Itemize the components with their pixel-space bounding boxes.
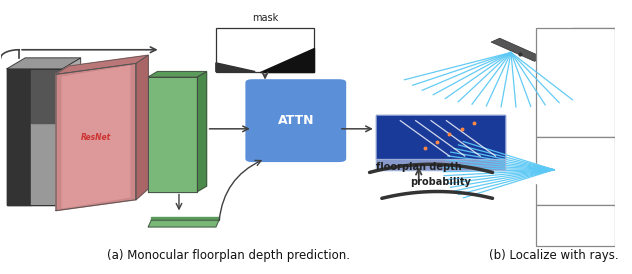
Polygon shape: [7, 58, 81, 69]
FancyBboxPatch shape: [245, 79, 346, 162]
Polygon shape: [375, 159, 505, 170]
Polygon shape: [7, 69, 62, 205]
Polygon shape: [7, 69, 62, 205]
Polygon shape: [62, 66, 130, 208]
Polygon shape: [7, 69, 32, 205]
FancyBboxPatch shape: [573, 28, 616, 104]
Polygon shape: [62, 58, 81, 205]
Polygon shape: [375, 115, 505, 159]
Polygon shape: [56, 55, 149, 74]
Polygon shape: [136, 55, 149, 200]
Text: mask: mask: [252, 13, 278, 22]
Polygon shape: [56, 63, 136, 211]
Text: (a) Monocular floorplan depth prediction.: (a) Monocular floorplan depth prediction…: [107, 249, 349, 262]
Text: ATTN: ATTN: [277, 114, 314, 127]
FancyBboxPatch shape: [535, 137, 616, 205]
Text: floorplan depth: floorplan depth: [376, 162, 461, 172]
Polygon shape: [149, 77, 197, 192]
Polygon shape: [534, 164, 537, 183]
Bar: [491, 38, 543, 61]
Polygon shape: [260, 48, 314, 72]
Polygon shape: [151, 218, 219, 220]
Text: probability: probability: [410, 176, 471, 187]
Polygon shape: [149, 72, 207, 77]
FancyBboxPatch shape: [535, 28, 616, 137]
FancyBboxPatch shape: [535, 205, 616, 246]
Text: (b) Localize with rays.: (b) Localize with rays.: [489, 249, 619, 262]
Bar: [554, 167, 603, 172]
Polygon shape: [216, 63, 255, 72]
FancyBboxPatch shape: [216, 28, 314, 72]
Polygon shape: [32, 69, 62, 123]
Polygon shape: [32, 123, 62, 205]
Polygon shape: [197, 72, 207, 192]
Text: ResNet: ResNet: [81, 133, 111, 141]
Polygon shape: [149, 220, 219, 227]
